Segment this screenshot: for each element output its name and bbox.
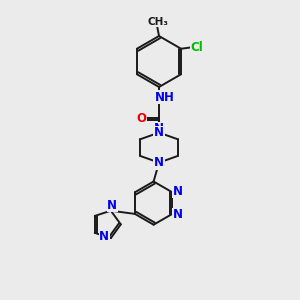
Text: N: N xyxy=(154,156,164,169)
Text: Cl: Cl xyxy=(190,41,203,54)
Text: N: N xyxy=(154,122,164,136)
Text: N: N xyxy=(99,230,109,243)
Text: N: N xyxy=(172,185,182,198)
Text: O: O xyxy=(136,112,146,125)
Text: N: N xyxy=(154,126,164,139)
Text: N: N xyxy=(172,208,182,221)
Text: CH₃: CH₃ xyxy=(147,17,168,27)
Text: N: N xyxy=(107,199,117,212)
Text: NH: NH xyxy=(154,91,174,104)
